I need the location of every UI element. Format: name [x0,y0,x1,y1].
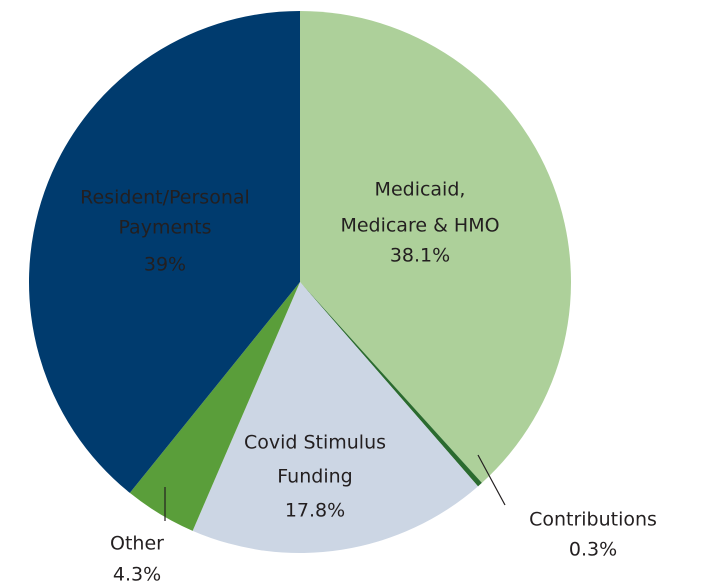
slice-value-label: 38.1% [390,245,450,267]
pie-slice [192,282,479,553]
slice-label: Funding [277,466,352,488]
slice-label: Medicaid, [375,179,466,201]
slice-value-label: 0.3% [569,539,617,561]
pie-slice [129,282,300,531]
slice-label: Other [110,533,164,555]
slice-value-label: 39% [144,254,186,276]
slice-label: Covid Stimulus [244,432,386,454]
pie-slice [28,11,300,493]
slice-label: Resident/Personal [80,187,250,209]
pie-slice [300,282,482,487]
slice-label: Medicare & HMO [340,215,499,237]
leader-line [477,454,506,506]
slice-label: Payments [118,217,211,239]
slice-value-label: 4.3% [113,564,161,585]
pie-slice [300,11,571,483]
slice-value-label: 17.8% [285,500,345,522]
slice-label: Contributions [529,509,657,531]
